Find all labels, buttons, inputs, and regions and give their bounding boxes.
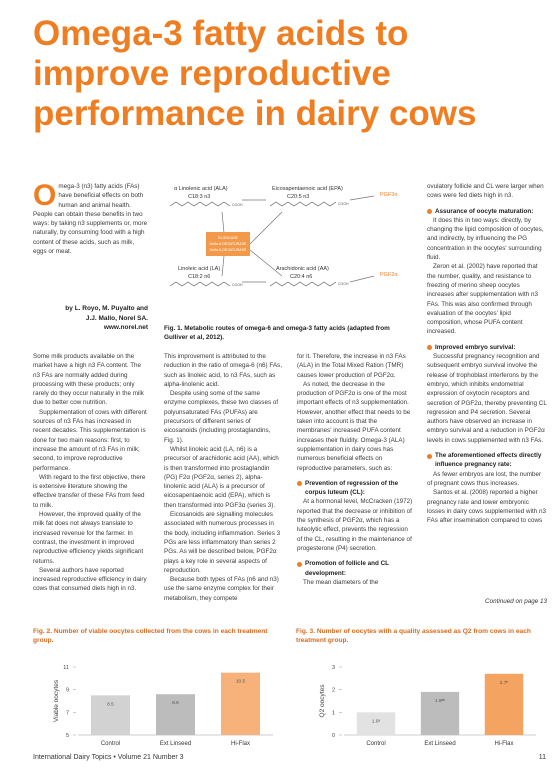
value-label: 8.6 xyxy=(172,700,179,706)
value-label: 1.0ᵃ xyxy=(372,718,381,724)
x-tick-label: Control xyxy=(101,741,120,747)
paragraph: Some milk products available on the mark… xyxy=(33,353,144,407)
subheading: Assurance of oocyte maturation: xyxy=(427,207,547,216)
fig-label: PGF2α xyxy=(380,272,398,278)
value-label: 10.5 xyxy=(236,679,246,685)
figure-caption: Fig. 2. Number of viable oocytes collect… xyxy=(33,628,268,644)
paragraph: Zeron et al. (2002) have reported that t… xyxy=(427,263,538,336)
subheading: Improved embryo survival: xyxy=(427,343,547,352)
fig-label: COOH xyxy=(338,282,349,286)
page-number: 11 xyxy=(538,754,546,761)
column: ovulatory follicle and CL were larger wh… xyxy=(427,182,547,525)
subheading: The aforementioned effects directly infl… xyxy=(427,451,547,470)
fig-label: Arachidonic acid (AA) xyxy=(276,266,329,272)
value-label: 8.5 xyxy=(107,701,114,707)
subheading: Prevention of regression of the corpus l… xyxy=(297,479,413,498)
paragraph: As noted, the decrease in the production… xyxy=(297,380,411,472)
author-line: by L. Royo, M. Puyalto and xyxy=(65,305,148,312)
authors: by L. Royo, M. Puyalto and J.J. Mallo, N… xyxy=(33,304,148,333)
y-tick-label: 11 xyxy=(63,665,69,671)
paragraph: Supplementation of cows with different s… xyxy=(33,408,147,472)
paragraph: It does this in two ways: directly, by c… xyxy=(427,216,544,262)
author-line: www.norel.net xyxy=(103,324,148,331)
y-tick-label: 9 xyxy=(66,688,69,694)
bar xyxy=(356,712,396,735)
bar xyxy=(484,673,524,735)
paragraph: Eicosanoids are signalling molecules ass… xyxy=(164,511,281,574)
author-line: J.J. Mallo, Norel SA. xyxy=(85,314,148,322)
paragraph: for it. Therefore, the increase in n3 FA… xyxy=(297,353,406,379)
fig-label: C20:4 n6 xyxy=(290,274,312,280)
fig-label: Eicosapentaenoic acid (EPA) xyxy=(272,186,343,192)
x-tick-label: Ext Linseed xyxy=(160,741,191,747)
y-tick-label: 5 xyxy=(66,733,69,739)
fig-label: COOH xyxy=(232,203,243,207)
y-axis-label: Viable oocytes xyxy=(53,679,60,722)
value-label: 1.9ᵃᵇ xyxy=(435,698,445,704)
paragraph: The mean diameters of the xyxy=(303,578,379,586)
y-tick-label: 7 xyxy=(66,710,69,716)
paragraph: Because both types of FAs (n6 and n3) us… xyxy=(164,576,279,602)
enzyme-box xyxy=(206,232,250,256)
paragraph: Whilst linoleic acid (LA, n6) is a precu… xyxy=(164,445,279,509)
fig-label: Linoleic acid (LA) xyxy=(178,266,220,272)
y-axis-label: Q2 oocytes xyxy=(319,684,326,718)
chart: Q2 oocytes 0 1 2 3 Control 1.0ᵃ Ext Linseed 1.9ᵃ… xyxy=(319,665,536,747)
figure-caption: Fig. 3. Number of oocytes with a quality… xyxy=(296,628,531,644)
x-tick-label: Control xyxy=(366,741,385,747)
y-tick-label: 3 xyxy=(332,665,335,671)
y-tick-label: 1 xyxy=(332,710,335,716)
paragraph: However, the improved quality of the mil… xyxy=(33,511,144,565)
y-tick-label: 2 xyxy=(332,688,335,694)
paragraph: As fewer embryos are lost, the number of… xyxy=(427,470,542,487)
paragraph: Despite using some of the same enzyme co… xyxy=(164,390,279,444)
footer: International Dairy Topics • Volume 21 N… xyxy=(33,754,546,761)
publication: International Dairy Topics • Volume 21 N… xyxy=(33,754,184,761)
enzyme-label: Delta-6-DESATURASE xyxy=(210,242,247,246)
bar xyxy=(156,694,195,735)
article-title: Omega-3 fatty acids to improve reproduct… xyxy=(33,14,477,133)
bar xyxy=(420,691,460,735)
chain-drawings xyxy=(169,201,337,287)
paragraph: This improvement is attributed to the re… xyxy=(164,353,282,388)
chart: Viable oocytes 5 7 9 11 Control 8.5 Ext Linseed… xyxy=(53,665,273,747)
x-tick-label: Hi-Flax xyxy=(231,741,250,747)
subheading: Promotion of follicle and CL development… xyxy=(297,559,413,578)
fig-label: C20:5 n3 xyxy=(287,194,309,200)
bar xyxy=(221,672,260,735)
paragraph: With regard to the first objective, ther… xyxy=(33,473,146,509)
column: for it. Therefore, the increase in n3 FA… xyxy=(297,352,413,587)
intro-text: mega-3 (n3) fatty acids (FAs) have benef… xyxy=(33,183,148,256)
paragraph: Several authors have reported increased … xyxy=(33,566,147,593)
value-label: 2.7ᵇ xyxy=(500,680,509,686)
column: Some milk products available on the mark… xyxy=(33,352,149,594)
bar xyxy=(91,695,130,735)
enzyme-label: ELONGASE xyxy=(218,236,238,240)
fig-label: C18:3 n3 xyxy=(188,194,210,200)
continued-note: Continued on page 13 xyxy=(485,598,547,605)
drop-cap: O xyxy=(33,179,57,212)
fig-label: COOH xyxy=(338,202,349,206)
y-tick-label: 0 xyxy=(332,733,335,739)
paragraph: Successful pregnancy recognition and sub… xyxy=(427,353,547,444)
figure-1: α Linolenic acid (ALA) C18:3 n3 Eicosape… xyxy=(169,186,398,287)
paragraph: At a hormonal level, McCracken (1972) re… xyxy=(297,498,413,552)
column: This improvement is attributed to the re… xyxy=(164,352,282,603)
intro: O mega-3 (n3) fatty acids (FAs) have ben… xyxy=(33,179,149,256)
arrows xyxy=(221,195,375,283)
enzyme-label: Delta-5-DESATURASE xyxy=(210,248,247,252)
x-tick-label: Ext Linseed xyxy=(424,741,455,747)
fig-label: PGF3α xyxy=(380,192,398,198)
fig-label: COOH xyxy=(232,283,243,287)
paragraph: Santos et al. (2008) reported a higher p… xyxy=(427,489,547,525)
x-tick-label: Hi-Flax xyxy=(495,741,514,747)
fig-label: α Linolenic acid (ALA) xyxy=(174,186,228,192)
fig-label: C18:2 n6 xyxy=(188,274,210,280)
paragraph: ovulatory follicle and CL were larger wh… xyxy=(427,183,544,200)
figure-caption: Fig. 1. Metabolic routes of omega-6 and … xyxy=(164,325,390,341)
